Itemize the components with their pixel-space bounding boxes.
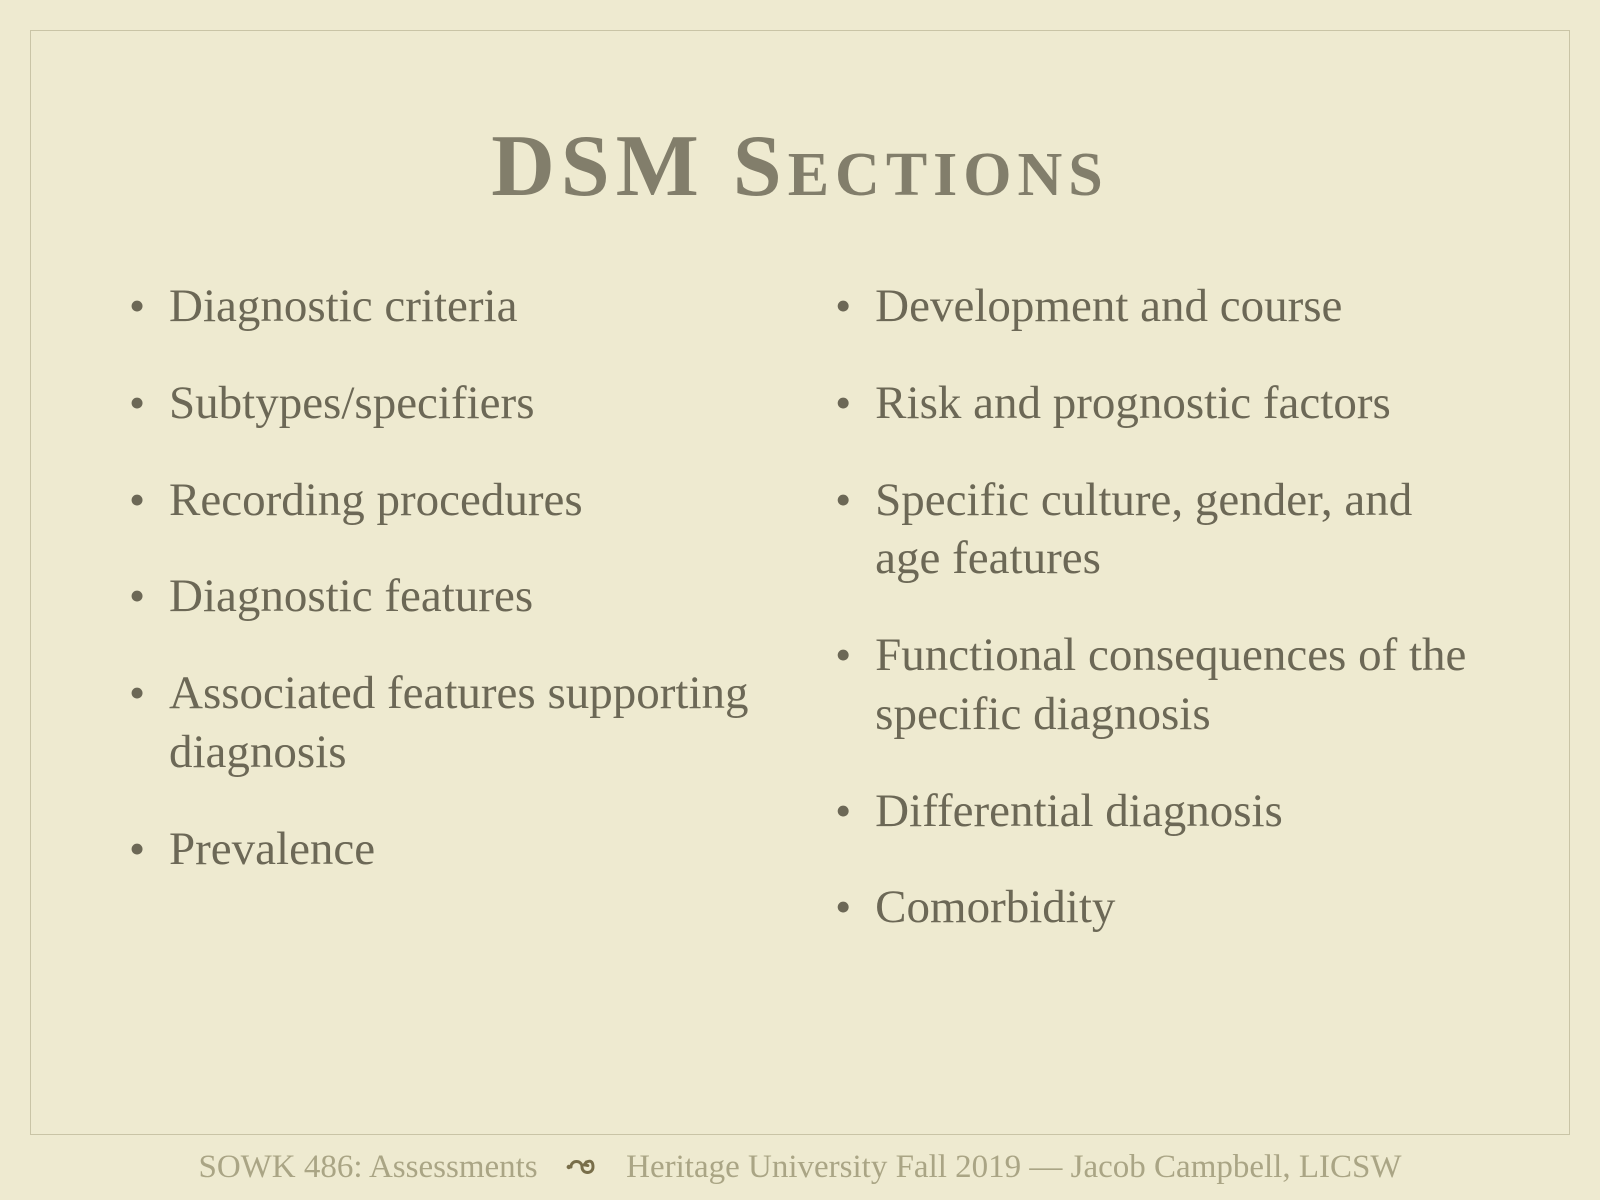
footer-left-text: SOWK 486: Assessments [198, 1149, 537, 1185]
list-item: Comorbidity [827, 878, 1479, 937]
right-bullet-list: Development and course Risk and prognost… [827, 277, 1479, 937]
footer: SOWK 486: Assessments Heritage Universit… [0, 1149, 1600, 1186]
list-item: Differential diagnosis [827, 782, 1479, 841]
list-item: Functional consequences of the specific … [827, 626, 1479, 744]
list-item: Risk and prognostic factors [827, 374, 1479, 433]
content-frame: DSM Sections Diagnostic criteria Subtype… [30, 30, 1570, 1135]
content-columns: Diagnostic criteria Subtypes/specifiers … [31, 217, 1569, 975]
slide-title: DSM Sections [31, 116, 1569, 217]
list-item: Development and course [827, 277, 1479, 336]
slide: DSM Sections Diagnostic criteria Subtype… [0, 0, 1600, 1200]
list-item: Recording procedures [121, 471, 773, 530]
list-item: Diagnostic features [121, 567, 773, 626]
list-item: Subtypes/specifiers [121, 374, 773, 433]
list-item: Diagnostic criteria [121, 277, 773, 336]
loop-icon [560, 1151, 604, 1188]
left-bullet-list: Diagnostic criteria Subtypes/specifiers … [121, 277, 773, 878]
list-item: Associated features supporting diagnosis [121, 664, 773, 782]
footer-right-text: Heritage University Fall 2019 — Jacob Ca… [626, 1149, 1401, 1185]
left-column: Diagnostic criteria Subtypes/specifiers … [121, 277, 773, 975]
list-item: Prevalence [121, 820, 773, 879]
list-item: Specific culture, gender, and age featur… [827, 471, 1479, 589]
right-column: Development and course Risk and prognost… [827, 277, 1479, 975]
